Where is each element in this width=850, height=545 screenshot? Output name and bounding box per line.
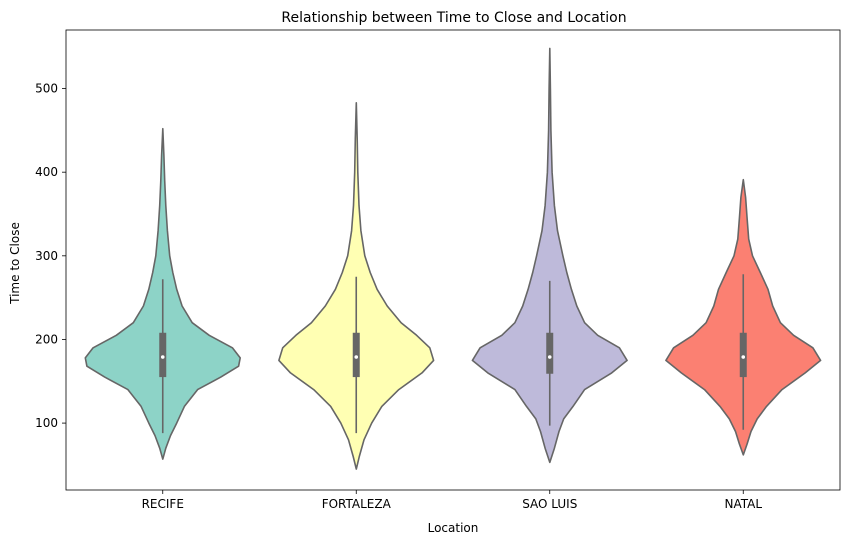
y-tick-label: 200 (35, 332, 58, 346)
chart-title: Relationship between Time to Close and L… (281, 10, 626, 26)
y-tick-label: 400 (35, 165, 58, 179)
iqr-box (739, 332, 747, 378)
y-tick-label: 300 (35, 249, 58, 263)
iqr-box (352, 332, 360, 378)
median-marker (160, 355, 165, 359)
violin-sao-luis (471, 47, 628, 464)
median-marker (547, 355, 552, 359)
y-tick-label: 500 (35, 82, 58, 96)
plot-area (84, 47, 822, 470)
y-axis-label: Time to Close (8, 222, 22, 305)
x-tick-label-natal: NATAL (724, 497, 762, 511)
plot-frame (65, 29, 841, 491)
axes: 100 200 300 400 500 RECIFE FORTALEZA SAO LUIS NA… (35, 29, 841, 511)
median-marker (741, 355, 746, 359)
y-tick-label: 100 (35, 416, 58, 430)
x-tick-label-sao-luis: SAO LUIS (522, 497, 577, 511)
iqr-box (159, 332, 167, 378)
iqr-box (546, 332, 554, 374)
x-axis-label: Location (428, 521, 479, 535)
median-marker (354, 355, 359, 359)
x-tick-label-recife: RECIFE (142, 497, 184, 511)
x-tick-label-fortaleza: FORTALEZA (322, 497, 392, 511)
